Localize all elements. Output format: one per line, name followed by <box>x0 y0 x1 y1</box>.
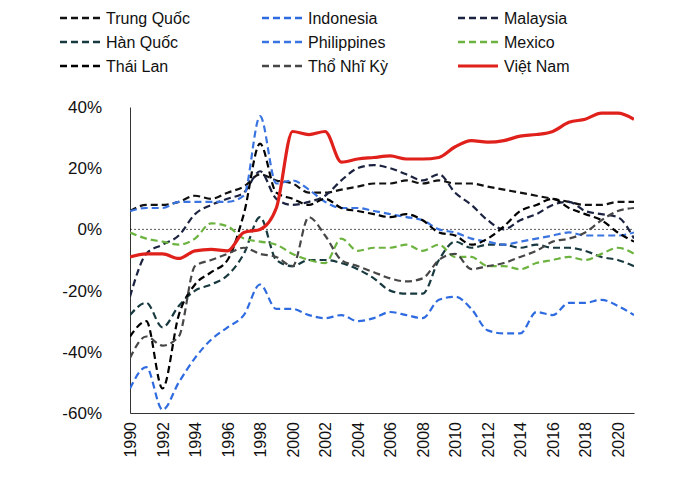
x-tick-label: 2004 <box>350 422 367 458</box>
legend-label: Malaysia <box>504 10 567 27</box>
legend-item: Indonesia <box>262 10 377 27</box>
x-tick-label: 1992 <box>155 422 172 458</box>
x-tick-label: 1990 <box>122 422 139 458</box>
x-tick: 2004 <box>350 413 367 458</box>
x-tick-label: 2008 <box>415 422 432 458</box>
series-line <box>130 208 634 358</box>
x-tick-label: 2002 <box>317 422 334 458</box>
x-tick-label: 1994 <box>187 422 204 458</box>
y-tick-label: 40% <box>68 98 102 117</box>
legend-swatch <box>458 64 498 67</box>
y-tick: 40% <box>68 98 130 117</box>
legend-swatch <box>60 17 100 19</box>
chart: -60% -40% -20% 0% 20% 40% 1990 1992 1994 1996 1998… <box>0 0 680 482</box>
series-line <box>130 113 634 258</box>
zero-line <box>130 229 634 230</box>
x-tick: 2010 <box>447 413 464 458</box>
legend-label: Thổ Nhĩ Kỳ <box>308 58 388 75</box>
y-axis: -60% -40% -20% 0% 20% 40% <box>62 98 130 423</box>
x-tick: 2016 <box>545 413 562 458</box>
x-axis-line <box>131 413 635 414</box>
x-tick-label: 2014 <box>512 422 529 458</box>
x-tick-label: 2006 <box>382 422 399 458</box>
y-tick: 20% <box>68 159 130 178</box>
series-line <box>130 174 634 211</box>
x-tick: 2006 <box>382 413 399 458</box>
legend-item: Trung Quốc <box>60 10 190 27</box>
y-tick: -20% <box>62 282 130 301</box>
x-tick-label: 2012 <box>480 422 497 458</box>
legend-label: Hàn Quốc <box>106 34 178 51</box>
legend-swatch <box>262 17 302 19</box>
legend-label: Trung Quốc <box>106 10 190 27</box>
y-tick: -60% <box>62 404 130 423</box>
legend-item: Malaysia <box>458 10 567 27</box>
legend: Trung Quốc Indonesia Malaysia Hàn Quốc Phili… <box>60 10 570 75</box>
legend-swatch <box>458 41 498 43</box>
legend-swatch <box>262 65 302 67</box>
x-tick-label: 1998 <box>252 422 269 458</box>
y-tick-label: -20% <box>62 282 102 301</box>
x-tick: 2002 <box>317 413 334 458</box>
legend-label: Thái Lan <box>106 58 168 75</box>
legend-swatch <box>60 65 100 67</box>
y-tick-label: -60% <box>62 404 102 423</box>
legend-item: Việt Nam <box>458 58 570 75</box>
x-tick-label: 2018 <box>577 422 594 458</box>
y-tick-label: 20% <box>68 159 102 178</box>
legend-item: Hàn Quốc <box>60 34 178 51</box>
x-tick: 1996 <box>220 413 237 458</box>
legend-label: Việt Nam <box>504 58 570 75</box>
legend-swatch <box>262 41 302 43</box>
x-tick: 2008 <box>415 413 432 458</box>
x-axis: 1990 1992 1994 1996 1998 2000 2002 2004 2006 2008… <box>122 413 634 458</box>
legend-swatch <box>458 17 498 19</box>
x-tick: 1994 <box>187 413 204 458</box>
y-axis-line <box>130 108 131 414</box>
series-line <box>130 165 634 297</box>
legend-item: Thổ Nhĩ Kỳ <box>262 58 388 75</box>
legend-label: Indonesia <box>308 10 377 27</box>
x-tick-label: 1996 <box>220 422 237 458</box>
legend-label: Philippines <box>308 34 385 51</box>
y-tick: 0% <box>77 220 130 239</box>
x-tick-label: 2020 <box>610 422 627 458</box>
x-tick: 1990 <box>122 413 139 458</box>
x-tick-label: 2010 <box>447 422 464 458</box>
x-tick: 2000 <box>285 413 302 458</box>
x-tick-label: 2016 <box>545 422 562 458</box>
x-tick: 2014 <box>512 413 529 458</box>
x-tick: 1998 <box>252 413 269 458</box>
series-line <box>130 144 634 389</box>
plot-area <box>130 113 634 410</box>
x-tick: 2012 <box>480 413 497 458</box>
x-tick: 2020 <box>610 413 627 458</box>
legend-swatch <box>60 41 100 43</box>
series-line <box>130 116 634 245</box>
y-tick-label: -40% <box>62 343 102 362</box>
legend-label: Mexico <box>504 34 555 51</box>
legend-item: Mexico <box>458 34 555 51</box>
legend-item: Thái Lan <box>60 58 168 75</box>
y-tick: -40% <box>62 343 130 362</box>
y-tick-label: 0% <box>77 220 102 239</box>
legend-item: Philippines <box>262 34 385 51</box>
x-tick-label: 2000 <box>285 422 302 458</box>
series-line <box>130 284 634 409</box>
x-tick: 1992 <box>155 413 172 458</box>
x-tick: 2018 <box>577 413 594 458</box>
